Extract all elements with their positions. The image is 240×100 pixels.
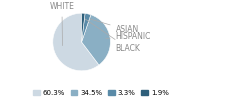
- Text: BLACK: BLACK: [85, 19, 140, 53]
- Text: WHITE: WHITE: [49, 2, 74, 46]
- Wedge shape: [82, 15, 110, 65]
- Legend: 60.3%, 34.5%, 3.3%, 1.9%: 60.3%, 34.5%, 3.3%, 1.9%: [32, 89, 169, 96]
- Wedge shape: [53, 13, 99, 71]
- Wedge shape: [82, 13, 91, 42]
- Text: ASIAN: ASIAN: [90, 19, 139, 34]
- Text: HISPANIC: HISPANIC: [106, 32, 151, 41]
- Wedge shape: [82, 13, 85, 42]
